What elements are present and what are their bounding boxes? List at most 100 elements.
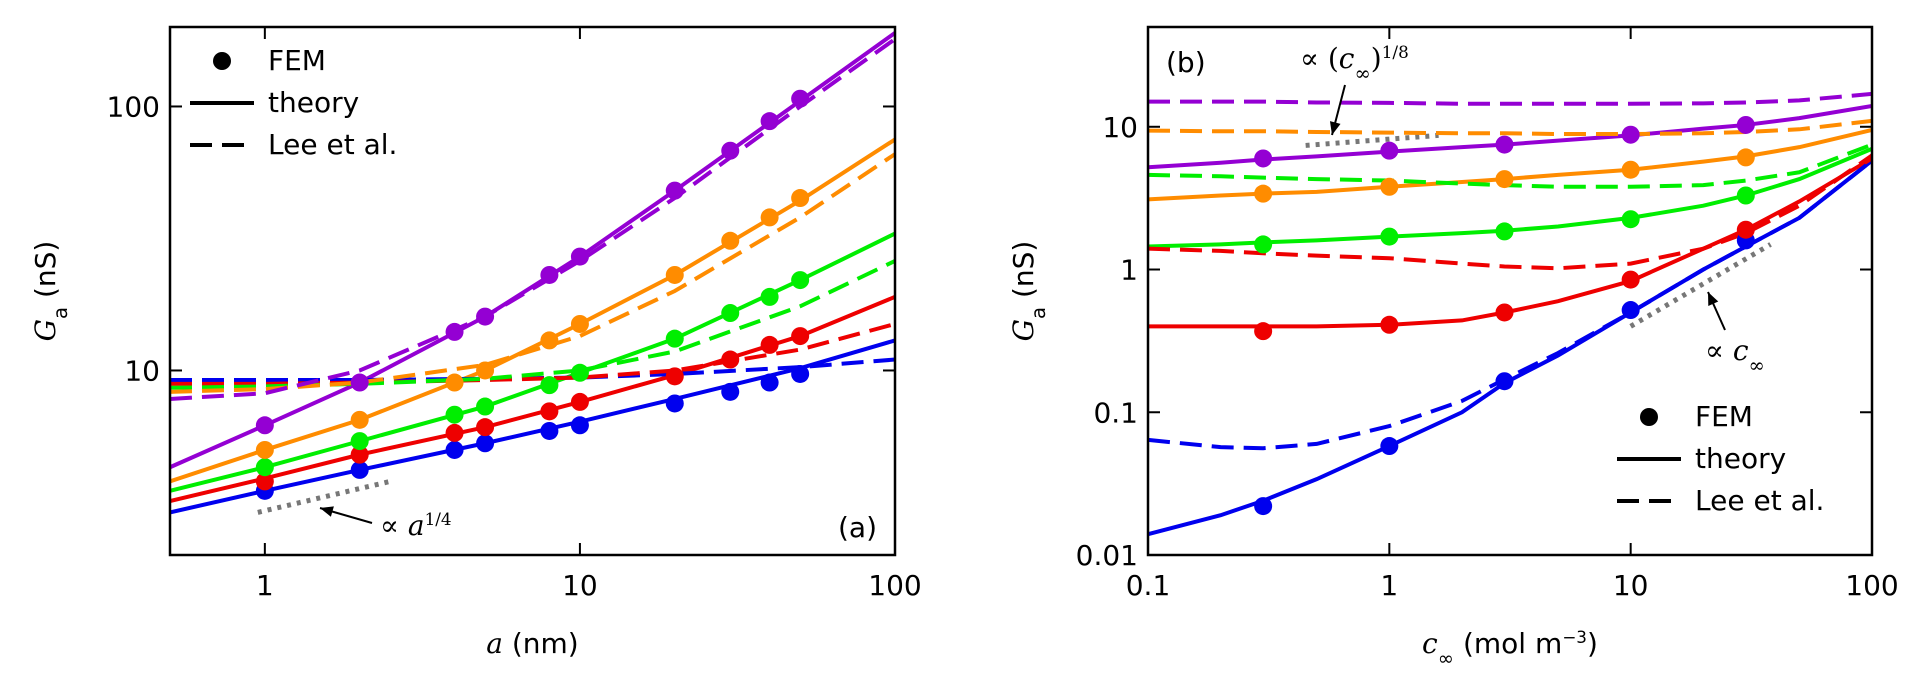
solid-line: [170, 338, 895, 515]
fem-point: [665, 394, 684, 413]
fem-point: [721, 382, 740, 401]
fem-point: [665, 265, 684, 284]
dashed-line: [170, 152, 895, 394]
dashed-line: [1148, 91, 1872, 106]
fem-point: [445, 322, 464, 341]
fem-point: [350, 410, 369, 429]
fem-point: [476, 418, 495, 437]
fem-point: [1254, 235, 1273, 254]
text-part: a: [49, 307, 72, 319]
fem-point: [350, 432, 369, 451]
fem-point: [760, 335, 779, 354]
text-part: ∞: [1354, 62, 1370, 85]
text-part: G: [1007, 319, 1040, 341]
fem-point: [540, 402, 559, 421]
text-part: c: [1339, 42, 1355, 75]
text-part: 1/8: [1382, 42, 1409, 62]
fem-point: [1254, 149, 1273, 168]
fem-point: [791, 89, 810, 108]
fem-point: [350, 445, 369, 464]
text-part: a: [486, 627, 503, 660]
guide-line: [1629, 242, 1772, 329]
text-part: ): [1587, 627, 1598, 660]
fem-point: [1380, 437, 1399, 456]
annotation: ∝ (c∞)1/8: [1300, 42, 1409, 85]
text-part: a: [1027, 307, 1050, 319]
fem-point: [570, 392, 589, 411]
fem-point: [760, 287, 779, 306]
fem-point: [350, 373, 369, 392]
annotation: ∝ a1/4: [380, 509, 452, 542]
fem-point: [721, 231, 740, 250]
fem-point: [1736, 220, 1755, 239]
fem-point: [540, 421, 559, 440]
fem-point: [476, 307, 495, 326]
text-part: ∞: [1749, 354, 1765, 377]
fem-point: [1495, 303, 1514, 322]
fem-point: [760, 112, 779, 131]
legend-label: FEM: [268, 44, 326, 77]
plot-area: [170, 31, 895, 515]
plot-area: [1148, 91, 1872, 537]
arrow-head: [1708, 292, 1719, 306]
fem-point: [1736, 186, 1755, 205]
solid-line: [1148, 158, 1872, 537]
fem-point: [570, 363, 589, 382]
plot-frame: [1146, 25, 1874, 557]
fem-point: [540, 376, 559, 395]
text-part: ∝: [380, 509, 408, 542]
legend-marker: [213, 52, 231, 70]
solid-line: [170, 231, 895, 493]
x-tick-label: 100: [868, 569, 921, 602]
text-part: ∞: [1438, 647, 1454, 670]
text-part: ∝: [1705, 334, 1733, 367]
fem-point: [255, 416, 274, 435]
x-axis-label: c∞ (mol m−3): [1422, 627, 1598, 670]
fem-point: [255, 472, 274, 491]
fem-point: [791, 327, 810, 346]
fem-point: [721, 350, 740, 369]
fem-point: [1495, 222, 1514, 241]
arrow-head: [320, 506, 334, 517]
fem-point: [721, 304, 740, 323]
guide-line: [257, 478, 391, 515]
text-part: a: [408, 509, 425, 542]
annotation: ∝ c∞: [1705, 334, 1765, 377]
fem-point: [791, 189, 810, 208]
dashed-line: [170, 259, 895, 390]
fem-point: [1621, 210, 1640, 229]
fem-point: [791, 364, 810, 383]
fem-point: [760, 373, 779, 392]
fem-point: [350, 460, 369, 479]
fem-point: [540, 265, 559, 284]
text-part: ): [1371, 42, 1382, 75]
arrow-head: [1329, 121, 1341, 135]
fem-point: [476, 434, 495, 453]
fem-point: [1254, 322, 1273, 341]
text-part: ∝ (: [1300, 42, 1339, 75]
dashed-line: [170, 37, 895, 401]
panel-label: (b): [1166, 46, 1206, 79]
y-tick-label: 1: [1120, 254, 1138, 287]
fem-point: [445, 373, 464, 392]
x-axis-label: a (nm): [486, 627, 578, 660]
fem-point: [255, 440, 274, 459]
plot-frame: [168, 25, 897, 557]
text-part: G: [29, 319, 62, 341]
x-tick-label: 100: [1845, 569, 1898, 602]
x-tick-label: 10: [562, 569, 598, 602]
fem-point: [1621, 301, 1640, 320]
fem-point: [760, 208, 779, 227]
x-tick-label: 0.1: [1126, 569, 1171, 602]
dashed-line: [170, 322, 895, 386]
fem-point: [665, 329, 684, 348]
solid-line: [170, 137, 895, 484]
fem-point: [665, 181, 684, 200]
fem-point: [1495, 170, 1514, 189]
fem-point: [1495, 372, 1514, 391]
fem-point: [445, 423, 464, 442]
fem-point: [445, 440, 464, 459]
y-tick-label: 0.01: [1076, 539, 1138, 572]
fem-point: [1736, 115, 1755, 134]
